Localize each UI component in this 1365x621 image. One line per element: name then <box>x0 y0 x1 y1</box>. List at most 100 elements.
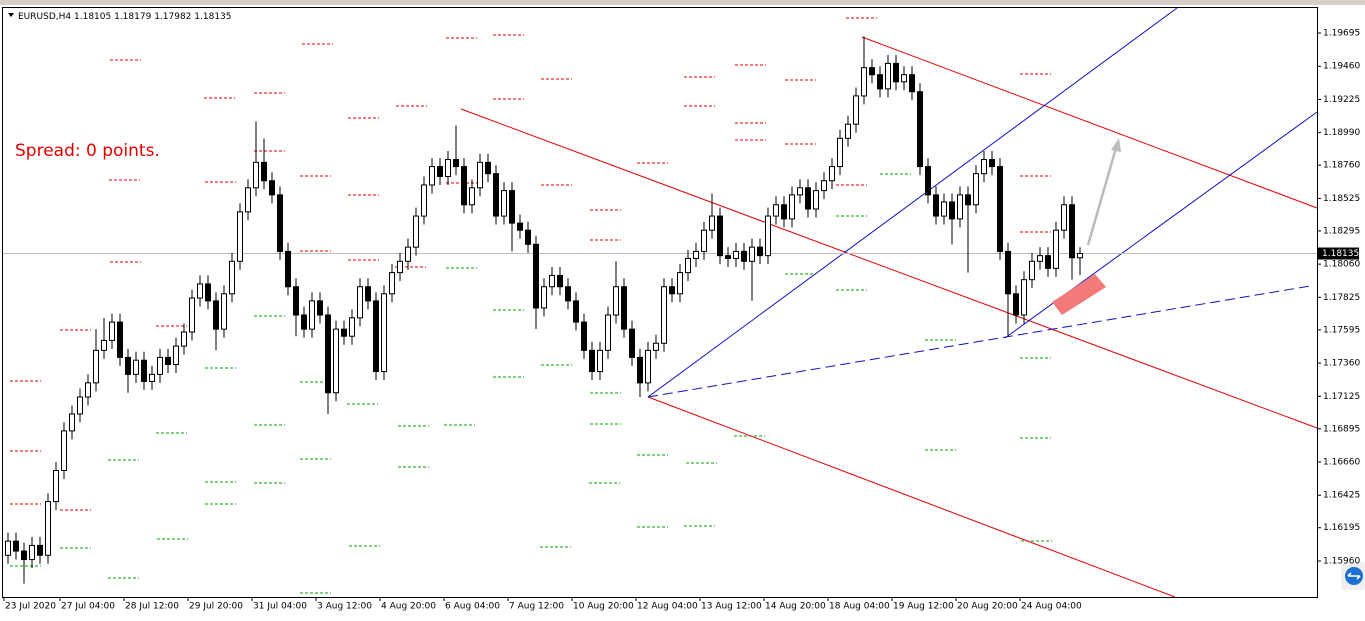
candle-body <box>885 62 891 90</box>
candle-body <box>877 74 883 90</box>
trend-line <box>861 36 1318 209</box>
indicator-levels <box>10 17 1052 594</box>
trend-line <box>647 396 1176 598</box>
candle-body <box>629 328 635 358</box>
current-price-box <box>1318 247 1359 260</box>
candles <box>3 36 1317 584</box>
x-tick-label: 19 Aug 12:00 <box>893 602 954 612</box>
candle-body <box>1013 293 1019 316</box>
candle-body <box>1029 260 1035 281</box>
x-tick-label: 10 Aug 20:00 <box>573 602 634 612</box>
candle-body <box>1045 255 1051 269</box>
candle-body <box>157 356 163 375</box>
candle-body <box>373 300 379 373</box>
candle-body <box>77 396 83 415</box>
candle-body <box>349 317 355 337</box>
trend-line <box>647 7 1178 398</box>
candle-body <box>341 328 347 337</box>
candle-body <box>989 159 995 168</box>
candle-body <box>293 286 299 316</box>
candle-body <box>277 194 283 252</box>
candle-body <box>397 260 403 274</box>
y-tick-label: 1.16195 <box>1323 523 1360 533</box>
candle-body <box>589 349 595 373</box>
candle-body <box>453 159 459 168</box>
ohlc-high: 1.18179 <box>114 12 151 22</box>
candle-body <box>869 67 875 76</box>
candle-body <box>189 297 195 333</box>
candle-body <box>197 283 203 299</box>
y-tick-label: 1.16660 <box>1323 458 1360 468</box>
chart-title: EURUSD,H4 1.18105 1.18179 1.17982 1.1813… <box>18 12 232 22</box>
ohlc-open: 1.18105 <box>74 12 111 22</box>
y-tick-label: 1.18060 <box>1323 260 1360 270</box>
candle-body <box>669 286 675 295</box>
highlight-box <box>1052 274 1106 315</box>
candle-body <box>141 359 147 382</box>
candle-body <box>445 159 451 177</box>
candle-body <box>485 161 491 175</box>
candle-body <box>717 215 723 257</box>
candle-body <box>901 74 907 83</box>
candle-body <box>461 166 467 206</box>
candle-body <box>709 215 715 231</box>
candle-body <box>925 166 931 196</box>
candle-body <box>1069 204 1075 259</box>
candle-body <box>621 286 627 330</box>
candle-body <box>917 91 923 168</box>
x-tick-label: 20 Aug 20:00 <box>957 602 1018 612</box>
candle-body <box>949 201 955 220</box>
candle-body <box>701 229 707 252</box>
remote-icon-arrows <box>1347 572 1361 580</box>
candle-body <box>133 359 139 375</box>
candle-body <box>53 469 59 503</box>
candle-body <box>981 159 987 175</box>
y-tick-label: 1.19225 <box>1323 95 1360 105</box>
candle-body <box>853 95 859 125</box>
candle-body <box>693 250 699 259</box>
candle-body <box>301 314 307 330</box>
y-tick-label: 1.18295 <box>1323 226 1360 236</box>
candle-body <box>581 321 587 351</box>
candle-body <box>757 246 763 257</box>
candle-body <box>893 62 899 83</box>
candle-body <box>29 544 35 561</box>
candle-body <box>509 190 515 224</box>
candle-body <box>357 286 363 319</box>
candle-body <box>525 229 531 245</box>
candle-body <box>813 190 819 210</box>
y-tick-label: 1.17125 <box>1323 392 1360 402</box>
arrow-line <box>1086 147 1118 246</box>
candle-body <box>837 137 843 168</box>
y-tick-label: 1.18990 <box>1323 128 1360 138</box>
candle-body <box>165 356 171 365</box>
candle-body <box>725 255 731 259</box>
candle-body <box>229 260 235 295</box>
trend-line <box>647 285 1311 398</box>
spread-annotation: Spread: 0 points. <box>15 141 160 161</box>
arrow-head <box>1111 138 1121 152</box>
candle-body <box>1077 253 1083 259</box>
candle-body <box>429 166 435 186</box>
y-tick-label: 1.16895 <box>1323 424 1360 434</box>
menu-triangle[interactable] <box>8 13 14 17</box>
candle-body <box>437 166 443 177</box>
candle-body <box>845 123 851 139</box>
candle-body <box>85 382 91 398</box>
candle-body <box>21 550 27 561</box>
candle-body <box>149 373 155 382</box>
candle-body <box>13 540 19 552</box>
candle-body <box>1005 250 1011 295</box>
candle-body <box>573 300 579 323</box>
candle-body <box>773 204 779 217</box>
x-tick-label: 7 Aug 12:00 <box>509 602 564 612</box>
candle-body <box>565 286 571 302</box>
candle-body <box>557 274 563 288</box>
candle-body <box>997 166 1003 252</box>
y-tick-label: 1.19695 <box>1323 29 1360 39</box>
x-tick-label: 4 Aug 20:00 <box>381 602 436 612</box>
candle-body <box>261 161 267 182</box>
candle-body <box>389 272 395 295</box>
candle-body <box>829 166 835 182</box>
